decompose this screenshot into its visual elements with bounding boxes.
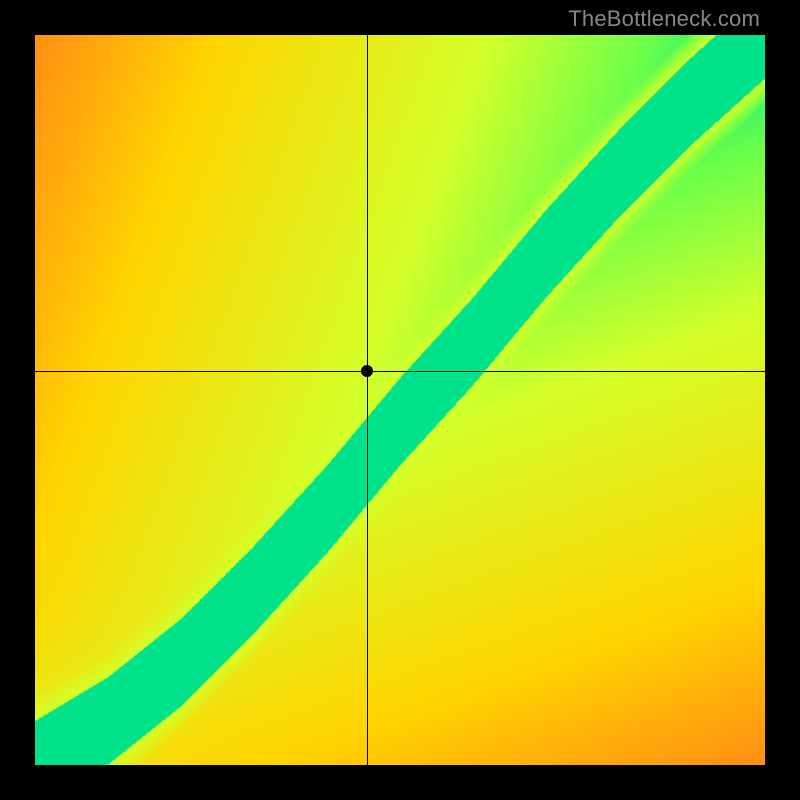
crosshair-vertical bbox=[367, 35, 368, 765]
watermark-text: TheBottleneck.com bbox=[568, 6, 760, 32]
plot-area bbox=[35, 35, 765, 765]
selected-point bbox=[361, 365, 373, 377]
crosshair-horizontal bbox=[35, 371, 765, 372]
heatmap-canvas bbox=[35, 35, 765, 765]
chart-container: TheBottleneck.com bbox=[0, 0, 800, 800]
